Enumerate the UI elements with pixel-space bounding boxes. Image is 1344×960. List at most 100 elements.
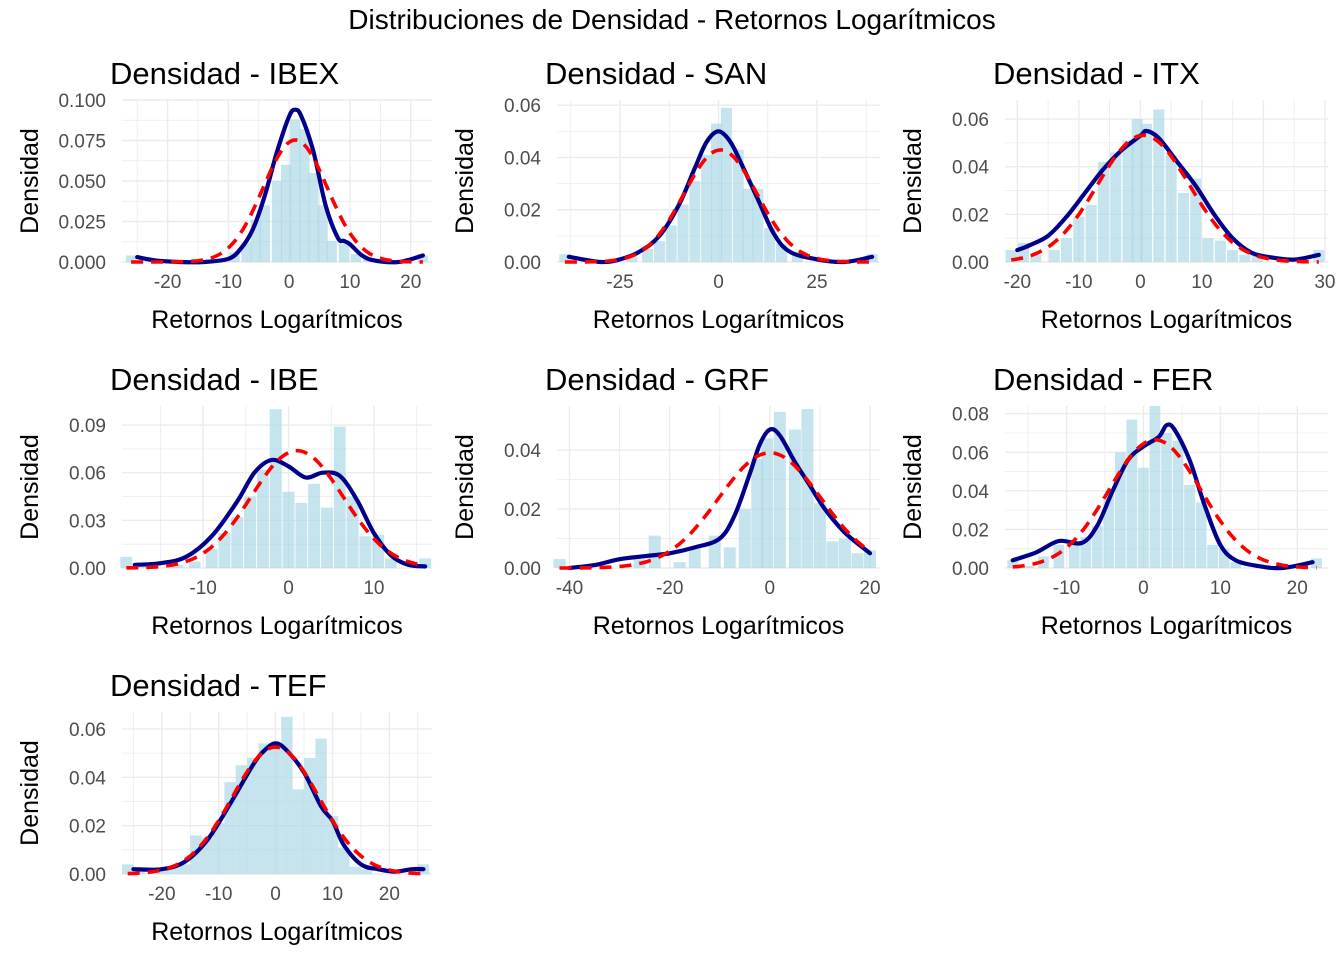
histogram-bar <box>122 864 134 874</box>
histogram-bar <box>1060 238 1073 262</box>
y-axis-label: Densidad <box>899 128 927 234</box>
histogram-bar <box>1085 204 1097 262</box>
y-tick-label: 0.00 <box>69 865 106 886</box>
x-axis-label: Retornos Logarítmicos <box>593 612 845 640</box>
histogram-bar <box>738 509 751 568</box>
histogram-bar <box>1149 406 1161 568</box>
histogram-bar <box>282 491 295 568</box>
y-tick-label: 0.06 <box>952 110 989 131</box>
histogram-bar <box>231 517 244 568</box>
y-tick-label: 0.06 <box>69 464 106 485</box>
x-tick-label: -10 <box>1053 578 1080 599</box>
histogram-bar <box>1110 152 1122 262</box>
histogram-bar <box>120 556 133 568</box>
histogram-bar <box>711 123 723 262</box>
histogram-bar <box>1184 485 1195 568</box>
histogram-bar <box>1091 525 1103 568</box>
histogram-bar <box>642 248 654 262</box>
histogram-bar <box>1195 502 1207 568</box>
x-tick-label: -10 <box>205 884 232 905</box>
histogram-bar <box>156 869 168 874</box>
x-tick-label: 30 <box>1314 272 1335 293</box>
y-tick-label: 0.075 <box>58 132 106 153</box>
x-axis-label: Retornos Logarítmicos <box>593 306 845 334</box>
y-tick-label: 0.04 <box>504 148 541 169</box>
normal-density-line <box>131 138 423 264</box>
y-axis-label: Densidad <box>451 128 479 234</box>
histogram-bar <box>269 745 282 874</box>
normal-density-line <box>1012 437 1317 570</box>
figure-title: Distribuciones de Densidad - Retornos Lo… <box>348 4 996 35</box>
histogram-bar <box>218 533 231 568</box>
x-tick-label: -10 <box>1065 272 1092 293</box>
panel-title: Densidad - ITX <box>993 56 1200 91</box>
histogram-bar <box>653 241 665 262</box>
histogram-bar <box>838 538 851 568</box>
normal-density-line <box>127 745 424 876</box>
histogram-bar <box>559 254 571 262</box>
histogram-bar <box>244 496 257 568</box>
y-axis-label: Densidad <box>16 740 44 846</box>
histogram-bar <box>1165 154 1177 262</box>
x-axis-label: Retornos Logarítmicos <box>151 306 403 334</box>
panel-title: Densidad - TEF <box>110 668 327 703</box>
y-tick-label: 0.02 <box>504 500 541 521</box>
y-tick-label: 0.00 <box>69 559 106 580</box>
histogram-bar <box>241 242 252 262</box>
histogram-bar <box>1103 494 1115 568</box>
histogram-bar <box>742 188 754 262</box>
histogram-bar <box>258 743 270 874</box>
panel-title: Densidad - GRF <box>545 362 769 397</box>
x-tick-label: 10 <box>1210 578 1231 599</box>
y-axis-label: Densidad <box>16 434 44 540</box>
histogram-bar <box>1177 192 1189 262</box>
histogram-bar <box>385 558 397 568</box>
x-tick-label: -10 <box>215 272 242 293</box>
histogram-bar <box>1017 242 1029 262</box>
kde-line <box>567 427 873 571</box>
histogram-bar <box>419 558 432 568</box>
histogram-bar <box>801 408 814 568</box>
histogram-bar <box>360 869 373 874</box>
histogram-bar <box>308 172 319 262</box>
y-tick-label: 0.050 <box>58 172 106 193</box>
histogram-bar <box>1080 537 1092 568</box>
histogram-bar <box>290 119 301 262</box>
histogram-bar <box>333 426 346 568</box>
histogram-bar <box>167 866 179 874</box>
histogram-bar <box>1022 566 1034 568</box>
y-tick-label: 0.02 <box>952 205 989 226</box>
histogram-bar <box>1172 440 1184 568</box>
histogram-bar <box>1053 544 1065 568</box>
histogram-bar <box>213 823 225 874</box>
normal-density-line <box>559 450 871 570</box>
histogram-bar <box>791 254 803 262</box>
histogram-bar <box>701 154 713 262</box>
y-tick-label: 0.04 <box>952 158 989 179</box>
kde-line <box>1015 128 1321 262</box>
histogram-bar <box>317 205 328 262</box>
histogram-bar <box>271 181 283 262</box>
histogram-bar <box>250 219 261 262</box>
y-axis-label: Densidad <box>451 434 479 540</box>
histogram-bar <box>752 188 764 262</box>
x-tick-label: -20 <box>1004 272 1031 293</box>
histogram-bar <box>1122 140 1134 262</box>
histogram-bar <box>1114 452 1126 568</box>
histogram-bar <box>813 503 826 568</box>
histogram-bar <box>171 564 184 568</box>
histogram-bar <box>346 496 359 568</box>
x-axis-label: Retornos Logarítmicos <box>1041 306 1293 334</box>
histogram-bar <box>178 864 191 874</box>
histogram-bar <box>732 149 744 262</box>
y-tick-label: 0.00 <box>504 559 541 580</box>
panel-title: Densidad - SAN <box>545 56 767 91</box>
histogram-bar <box>1131 119 1143 262</box>
histogram-bar <box>125 255 137 262</box>
histogram-bar <box>1073 216 1085 262</box>
histogram-bar <box>359 536 372 568</box>
x-tick-label: -25 <box>606 272 633 293</box>
